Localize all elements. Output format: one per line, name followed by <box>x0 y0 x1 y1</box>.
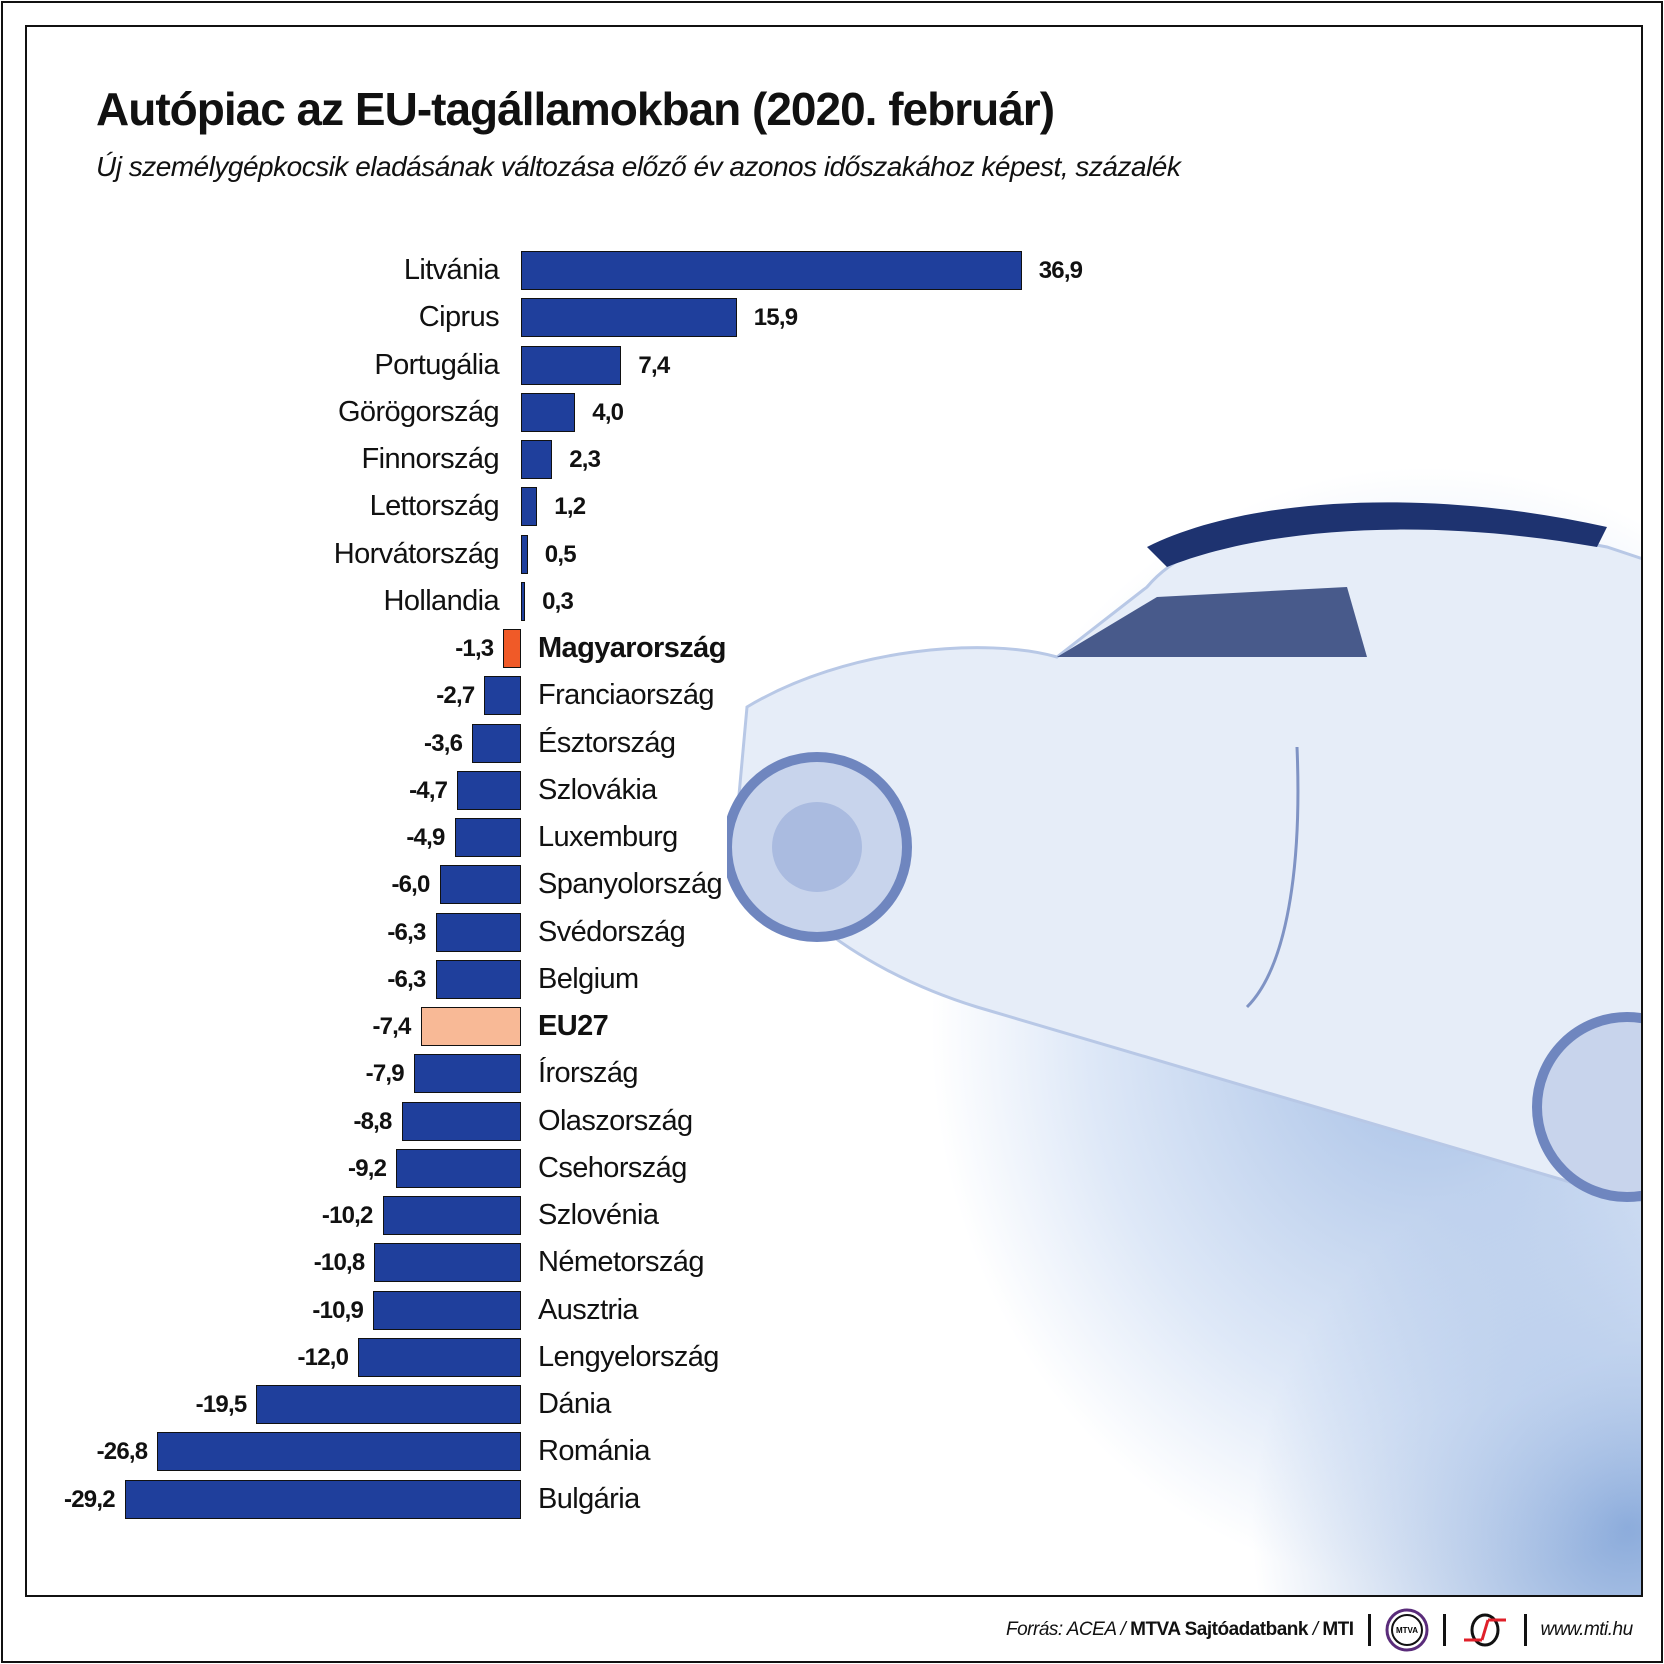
bar <box>521 298 737 338</box>
source-prefix: Forrás: ACEA / <box>1006 1619 1131 1640</box>
value-label: 1,2 <box>554 493 586 521</box>
value-label: -2,7 <box>436 682 475 710</box>
bar <box>396 1148 521 1188</box>
bar <box>521 392 576 432</box>
category-label: Spanyolország <box>538 868 723 901</box>
divider <box>1523 1614 1527 1646</box>
value-label: -7,9 <box>365 1060 405 1088</box>
bar <box>472 723 521 763</box>
bar <box>420 1007 521 1046</box>
category-label: Svédország <box>538 915 686 948</box>
bar <box>439 865 521 905</box>
value-label: -8,8 <box>353 1107 392 1135</box>
bar <box>401 1101 521 1141</box>
bar <box>521 345 622 385</box>
value-label: -9,2 <box>348 1154 387 1182</box>
value-label: -3,6 <box>424 729 463 757</box>
value-label: 7,4 <box>638 351 670 379</box>
category-label: Írország <box>538 1057 639 1090</box>
value-label: -19,5 <box>195 1391 248 1418</box>
svg-text:MTVA: MTVA <box>1396 1626 1418 1635</box>
category-label: Magyarország <box>538 632 726 664</box>
value-label: 0,3 <box>542 587 574 615</box>
category-label: Dánia <box>538 1388 611 1420</box>
bar <box>521 487 538 527</box>
bar <box>358 1337 521 1377</box>
bar <box>374 1243 521 1283</box>
chart-subtitle: Új személygépkocsik eladásának változása… <box>96 151 1181 182</box>
bar <box>413 1054 521 1094</box>
category-label: Szlovénia <box>538 1199 659 1231</box>
category-label: Szlovákia <box>538 773 657 806</box>
value-label: -7,4 <box>372 1013 411 1040</box>
bar <box>521 251 1022 290</box>
category-label: Románia <box>538 1435 650 1468</box>
bar <box>521 440 553 479</box>
bar <box>484 676 521 716</box>
bar <box>457 770 521 810</box>
category-label: Németország <box>538 1246 704 1279</box>
category-label: Lettország <box>369 490 500 523</box>
category-label: Finnország <box>361 443 500 475</box>
bar <box>124 1479 521 1519</box>
bar <box>382 1196 521 1235</box>
category-label: Belgium <box>538 962 639 995</box>
category-label: Olaszország <box>538 1104 693 1137</box>
category-label: Hollandia <box>383 584 499 617</box>
category-label: Litvánia <box>403 254 500 286</box>
bar <box>435 959 521 999</box>
value-label: -6,0 <box>391 871 430 899</box>
footer: Forrás: ACEA / MTVA Sajtóadatbank / MTI … <box>1006 1608 1634 1652</box>
chart-title: Autópiac az EU-tagállamokban (2020. febr… <box>96 83 1055 135</box>
value-label: -12,0 <box>297 1343 349 1371</box>
category-label: Görögország <box>337 395 500 428</box>
value-label: -10,9 <box>312 1296 364 1324</box>
value-label: 15,9 <box>753 304 798 332</box>
value-label: -6,3 <box>387 965 426 993</box>
source-bold: MTVA Sajtóadatbank <box>1130 1619 1308 1640</box>
value-label: 36,9 <box>1038 257 1083 284</box>
source-sep: / <box>1307 1619 1323 1640</box>
source-text: Forrás: ACEA / MTVA Sajtóadatbank / MTI <box>1006 1619 1354 1641</box>
value-label: 0,5 <box>544 540 577 568</box>
value-label: -29,2 <box>64 1485 116 1513</box>
category-label: Ciprus <box>418 301 500 334</box>
category-label: Luxemburg <box>538 821 678 853</box>
source-mti: MTI <box>1322 1619 1354 1640</box>
value-label: -4,7 <box>409 776 448 804</box>
bar <box>157 1432 521 1472</box>
category-label: Ausztria <box>538 1293 639 1326</box>
value-label: 4,0 <box>592 398 624 426</box>
value-label: -6,3 <box>387 918 426 946</box>
divider <box>1367 1614 1371 1646</box>
category-label: Portugália <box>374 348 499 381</box>
category-label: Csehország <box>538 1151 687 1184</box>
bar <box>256 1385 521 1424</box>
value-label: -4,9 <box>406 824 445 851</box>
bar <box>521 581 526 621</box>
value-label: -26,8 <box>96 1438 149 1466</box>
bar <box>521 534 528 574</box>
car-illustration <box>727 502 1641 1203</box>
bar <box>454 818 521 857</box>
mti-logo-icon <box>1463 1613 1506 1647</box>
value-label: 2,3 <box>569 446 601 473</box>
divider <box>1442 1614 1446 1646</box>
value-label: -1,3 <box>455 635 494 662</box>
value-label: -10,8 <box>313 1249 366 1277</box>
category-label: EU27 <box>538 1010 609 1042</box>
website-url[interactable]: www.mti.hu <box>1540 1619 1634 1640</box>
bar <box>373 1290 521 1330</box>
category-label: Bulgária <box>538 1482 640 1515</box>
mtva-logo-icon: MTVA <box>1385 1608 1429 1652</box>
category-label: Lengyelország <box>538 1340 719 1373</box>
category-label: Franciaország <box>538 679 715 712</box>
bar <box>435 912 521 952</box>
category-label: Észtország <box>538 726 676 759</box>
bar <box>503 629 521 668</box>
value-label: -10,2 <box>321 1202 374 1229</box>
category-label: Horvátország <box>333 537 500 570</box>
